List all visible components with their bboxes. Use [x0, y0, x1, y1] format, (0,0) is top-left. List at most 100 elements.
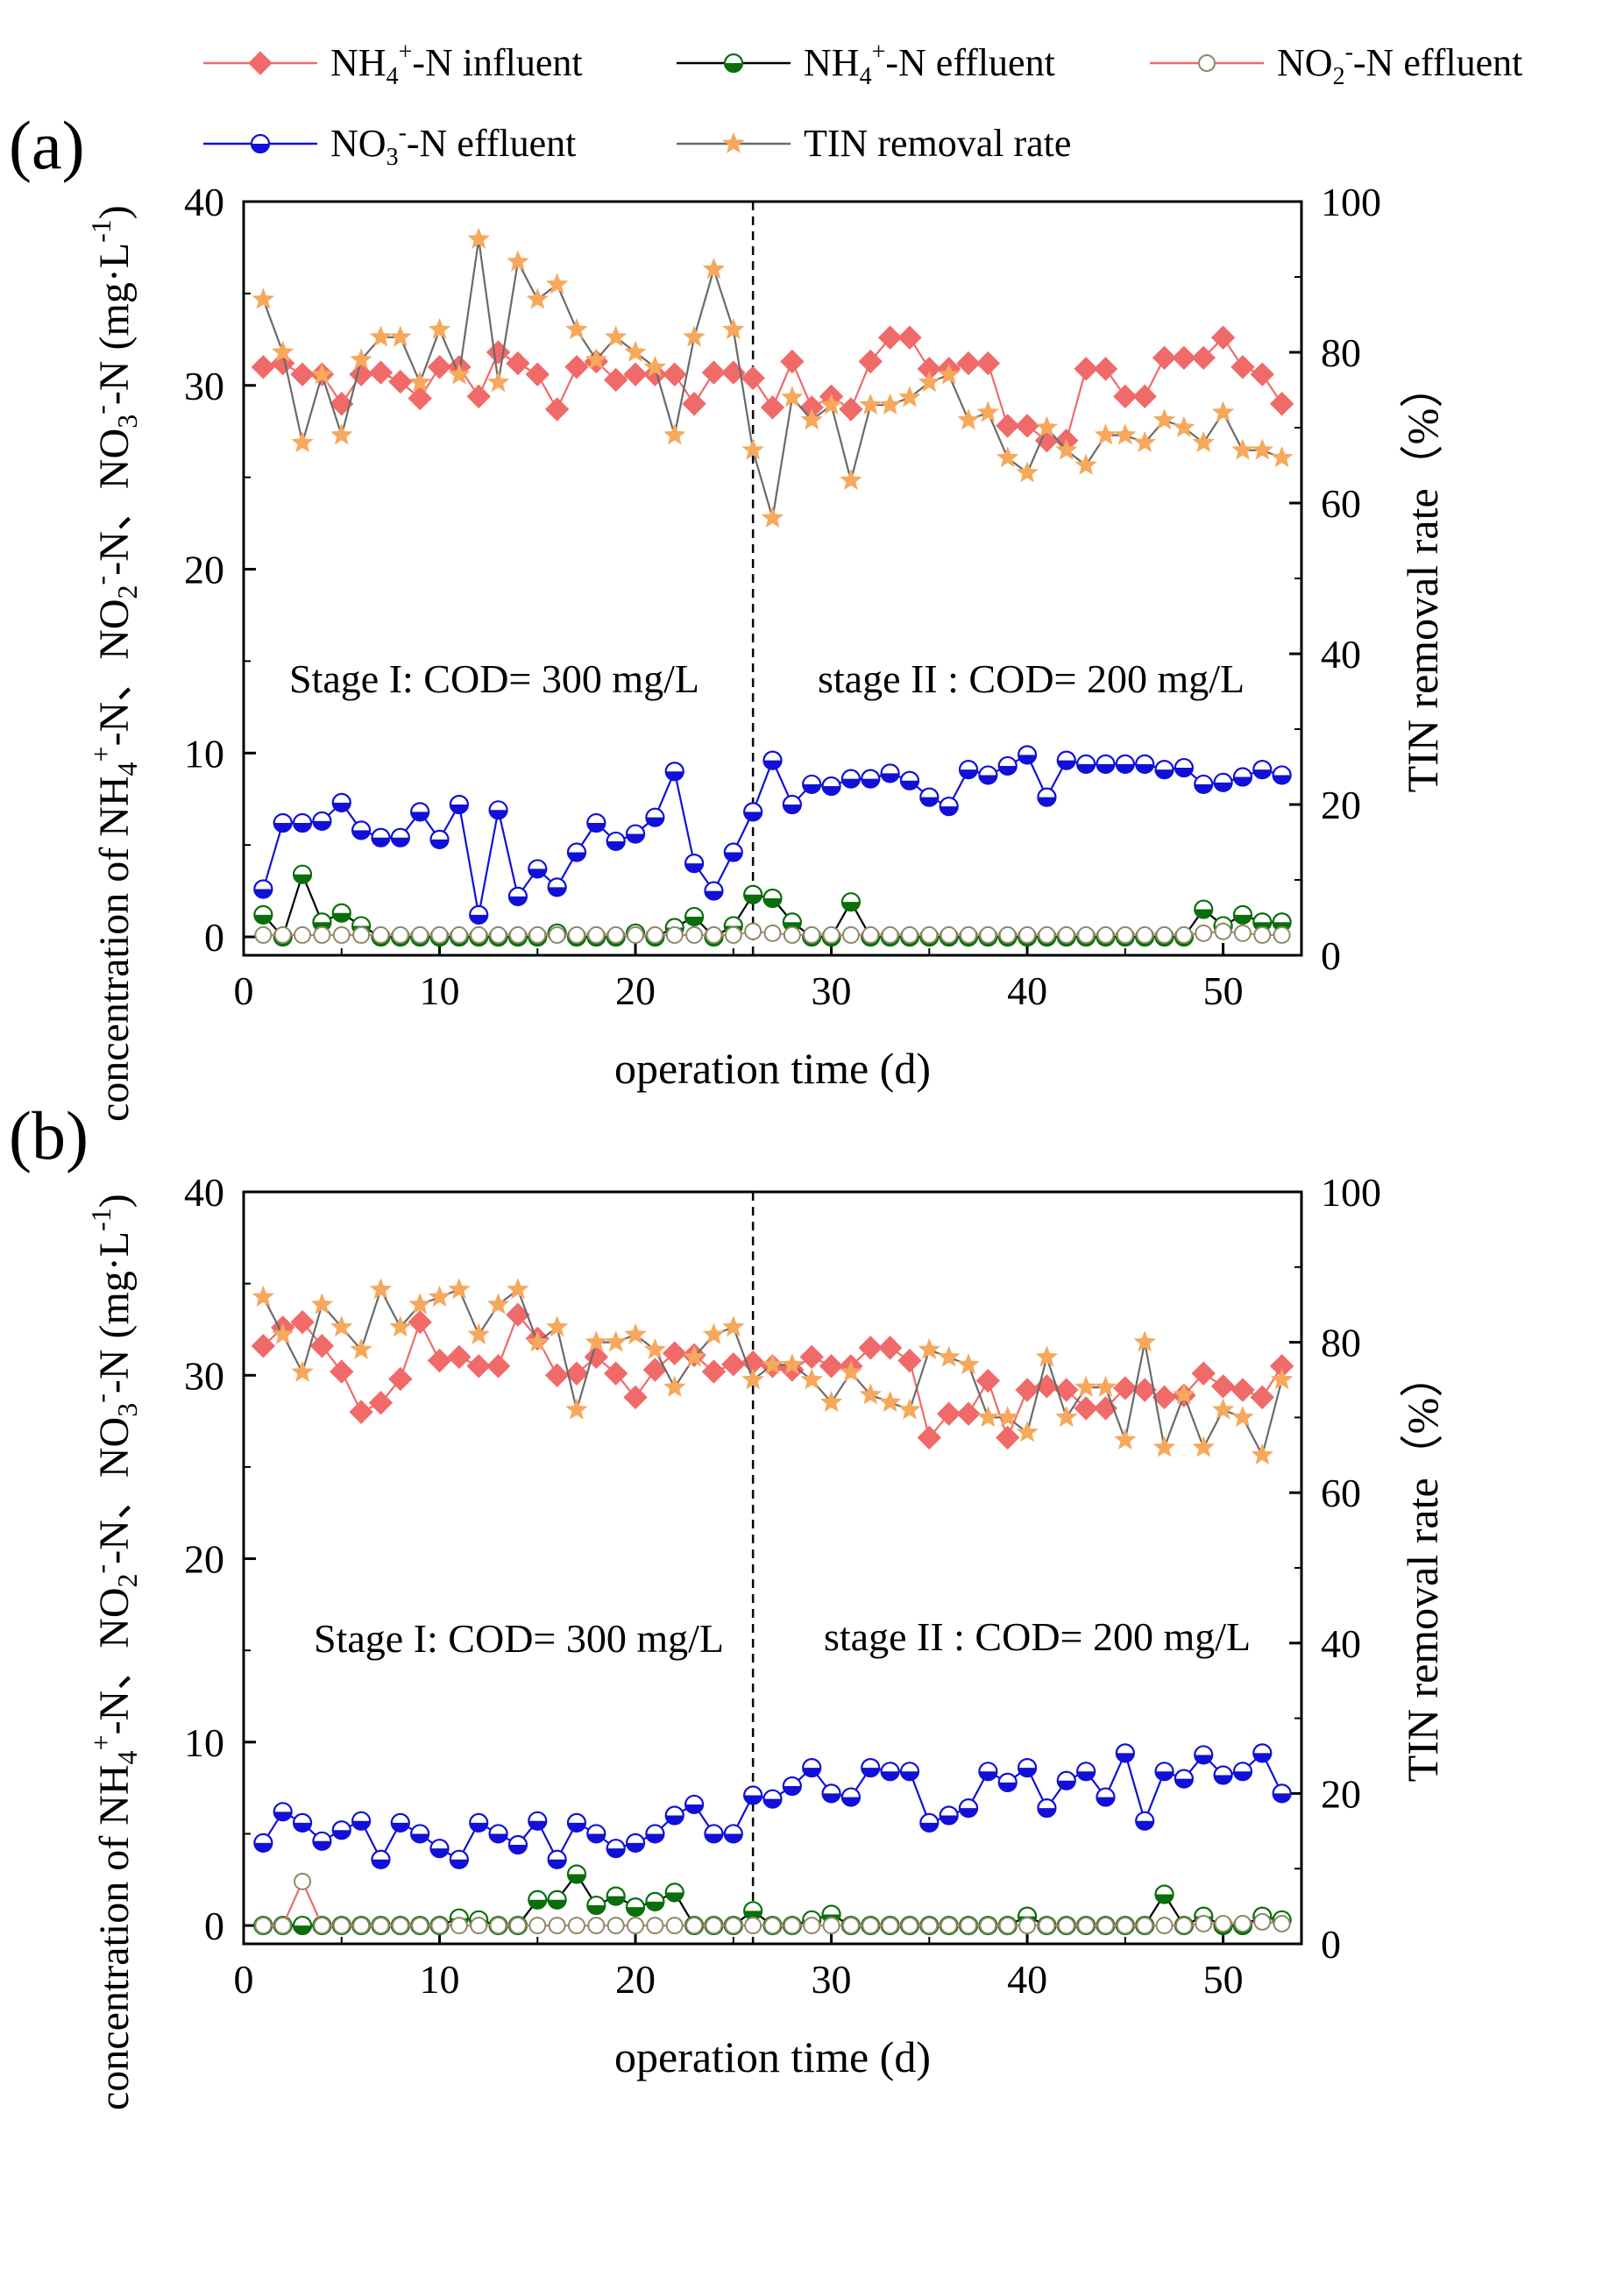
tin-removal-rate-point — [408, 1293, 431, 1315]
nh4-influent-point — [1093, 357, 1118, 381]
nh4-influent-point — [877, 1336, 903, 1360]
nh4-influent-point — [368, 360, 394, 385]
no3-effluent-point — [840, 769, 862, 789]
nh4-effluent-point — [743, 884, 763, 904]
legend-marker — [722, 131, 745, 153]
tin-removal-rate-point — [1035, 415, 1059, 437]
no3-effluent-point — [253, 1833, 273, 1854]
no2-effluent-point — [372, 1917, 390, 1935]
nh4-influent-point — [330, 392, 354, 416]
tin-removal-rate-point — [683, 325, 706, 347]
tin-removal-rate-point — [859, 1383, 882, 1405]
tin-removal-rate-point — [702, 258, 726, 280]
no3-effluent-point — [1135, 754, 1155, 774]
tin-removal-rate-point — [291, 430, 314, 453]
no2-effluent-point — [587, 925, 606, 944]
nh4-influent-point — [408, 386, 432, 411]
no2-effluent-point — [411, 925, 429, 944]
series-nh4-influent — [251, 1302, 1294, 1450]
x-tick-label: 0 — [234, 968, 254, 1013]
tin-removal-rate-point — [310, 363, 334, 385]
tin-removal-rate-point — [643, 1337, 667, 1359]
no3-effluent-point — [566, 842, 587, 862]
tin-removal-rate-point — [369, 1278, 393, 1300]
no3-effluent-point — [371, 1849, 391, 1869]
y-right-tick-label: 80 — [1321, 1321, 1361, 1365]
no3-effluent-point — [919, 1812, 940, 1833]
nh4-influent-point — [1015, 414, 1039, 438]
y-left-tick-label: 30 — [184, 364, 224, 408]
nh4-influent-point — [663, 362, 687, 386]
tin-removal-rate-point — [1192, 430, 1215, 453]
tin-removal-rate-point — [819, 393, 843, 415]
no3-effluent-point — [645, 807, 665, 827]
y-left-tick-label: 20 — [184, 548, 224, 592]
no3-effluent-point — [625, 824, 646, 844]
no2-effluent-point — [940, 1917, 958, 1935]
tin-removal-rate-point — [1152, 1436, 1176, 1457]
tin-removal-rate-point — [291, 1360, 314, 1382]
no3-effluent-point — [1252, 1743, 1273, 1763]
nh4-influent-point — [388, 1366, 413, 1392]
nh4-influent-point — [956, 1401, 981, 1426]
y-right-tick-label: 60 — [1321, 481, 1361, 526]
nh4-influent-point — [780, 349, 805, 374]
no3-effluent-point — [1076, 1762, 1096, 1782]
nh4-influent-point — [349, 362, 373, 386]
nh4-effluent-point — [606, 1886, 626, 1906]
tin-removal-rate-point — [507, 250, 529, 272]
tin-removal-rate-point — [976, 1406, 1000, 1428]
nh4-influent-point — [897, 325, 922, 350]
no3-effluent-point — [958, 760, 979, 780]
tin-removal-rate-point — [1270, 446, 1294, 468]
series-no3-effluent — [253, 745, 1292, 925]
no3-effluent-point — [1037, 1798, 1057, 1819]
tin-removal-rate-point — [859, 393, 882, 415]
no3-effluent-point — [704, 881, 724, 901]
no2-effluent-point — [567, 1917, 585, 1935]
no2-effluent-point — [803, 1917, 821, 1935]
tin-removal-rate-point — [448, 363, 471, 385]
no2-effluent-point — [1136, 925, 1154, 944]
legend-label: NO3--N effluent — [330, 119, 576, 171]
no2-effluent-point — [920, 925, 939, 944]
no2-effluent-point — [313, 925, 331, 944]
no2-effluent-point — [313, 1917, 331, 1935]
no3-effluent-point — [253, 879, 273, 899]
nh4-influent-point — [897, 1348, 922, 1373]
tin-removal-rate-point — [1094, 1375, 1117, 1397]
tin-removal-rate-point — [624, 1322, 647, 1344]
no2-effluent-point — [803, 925, 821, 944]
no2-effluent-point — [822, 925, 840, 944]
no2-effluent-point — [998, 1917, 1017, 1935]
tin-removal-rate-point — [878, 1390, 902, 1413]
nh4-influent-point — [466, 1354, 491, 1379]
no2-effluent-point — [332, 925, 351, 944]
tin-removal-rate-point — [1055, 1406, 1078, 1428]
nh4-influent-point — [623, 1385, 648, 1410]
nh4-influent-point — [290, 1309, 315, 1335]
no3-effluent-point — [1115, 1743, 1135, 1763]
no2-effluent-point — [881, 925, 899, 944]
no3-effluent-point — [1272, 765, 1292, 785]
no3-effluent-point — [861, 769, 881, 789]
y-left-tick-label: 10 — [184, 1720, 224, 1765]
x-axis-label: operation time (d) — [614, 1044, 931, 1093]
nh4-influent-point — [1250, 1385, 1275, 1410]
tin-removal-rate-point — [898, 386, 921, 408]
legend-item-tin_rate: TIN removal rate — [677, 122, 1071, 165]
no2-effluent-point — [763, 1917, 782, 1935]
x-tick-label: 10 — [420, 1957, 460, 2002]
nh4-effluent-point — [1232, 904, 1253, 925]
y-right-tick-label: 0 — [1321, 1922, 1341, 1967]
legend-item-no2_eff: NO2--N effluent — [1150, 39, 1522, 90]
tin-removal-rate-point — [1055, 438, 1078, 460]
no3-effluent-point — [469, 904, 489, 925]
legend-label: NH4+-N influent — [330, 39, 583, 90]
tin-removal-rate-point — [643, 355, 667, 378]
no3-effluent-point — [723, 1824, 743, 1844]
nh4-influent-point — [701, 360, 727, 385]
tin-removal-rate-point — [1251, 1443, 1274, 1465]
no3-effluent-point — [390, 1812, 410, 1833]
nh4-effluent-point — [1194, 899, 1214, 919]
